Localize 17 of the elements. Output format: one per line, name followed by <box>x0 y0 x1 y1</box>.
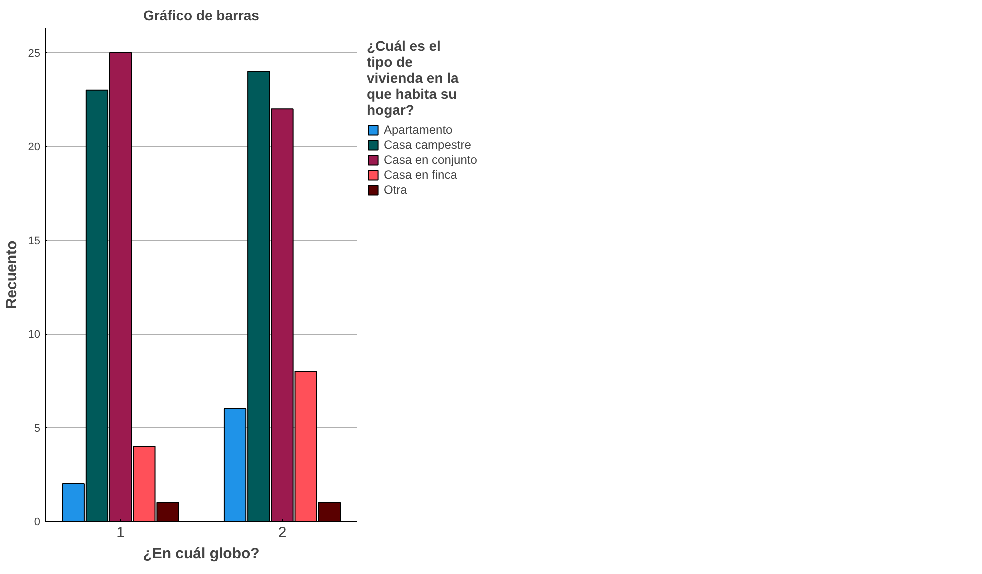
y-tick-label: 10 <box>28 329 41 342</box>
x-axis-title: ¿En cuál globo? <box>143 546 260 562</box>
y-tick-label: 25 <box>28 48 41 60</box>
legend-label: Casa campestre <box>384 138 472 152</box>
legend-label: Apartamento <box>384 123 453 137</box>
y-tick-label: 15 <box>28 235 41 248</box>
y-tick-label: 5 <box>34 422 41 435</box>
legend-label: Otra <box>384 183 408 197</box>
x-tick-label: 2 <box>278 524 287 542</box>
y-axis-title: Recuento <box>3 240 20 310</box>
legend-label: Casa en conjunto <box>384 153 478 167</box>
legend-label: Casa en finca <box>384 168 458 182</box>
chart-title: Gráfico de barras <box>144 8 260 24</box>
x-tick-label: 1 <box>116 524 126 542</box>
y-tick-label: 0 <box>34 516 41 528</box>
y-tick-label: 20 <box>28 142 41 154</box>
legend-title: ¿Cuál es el tipo de vivienda en la que habita su hogar? <box>367 38 460 118</box>
